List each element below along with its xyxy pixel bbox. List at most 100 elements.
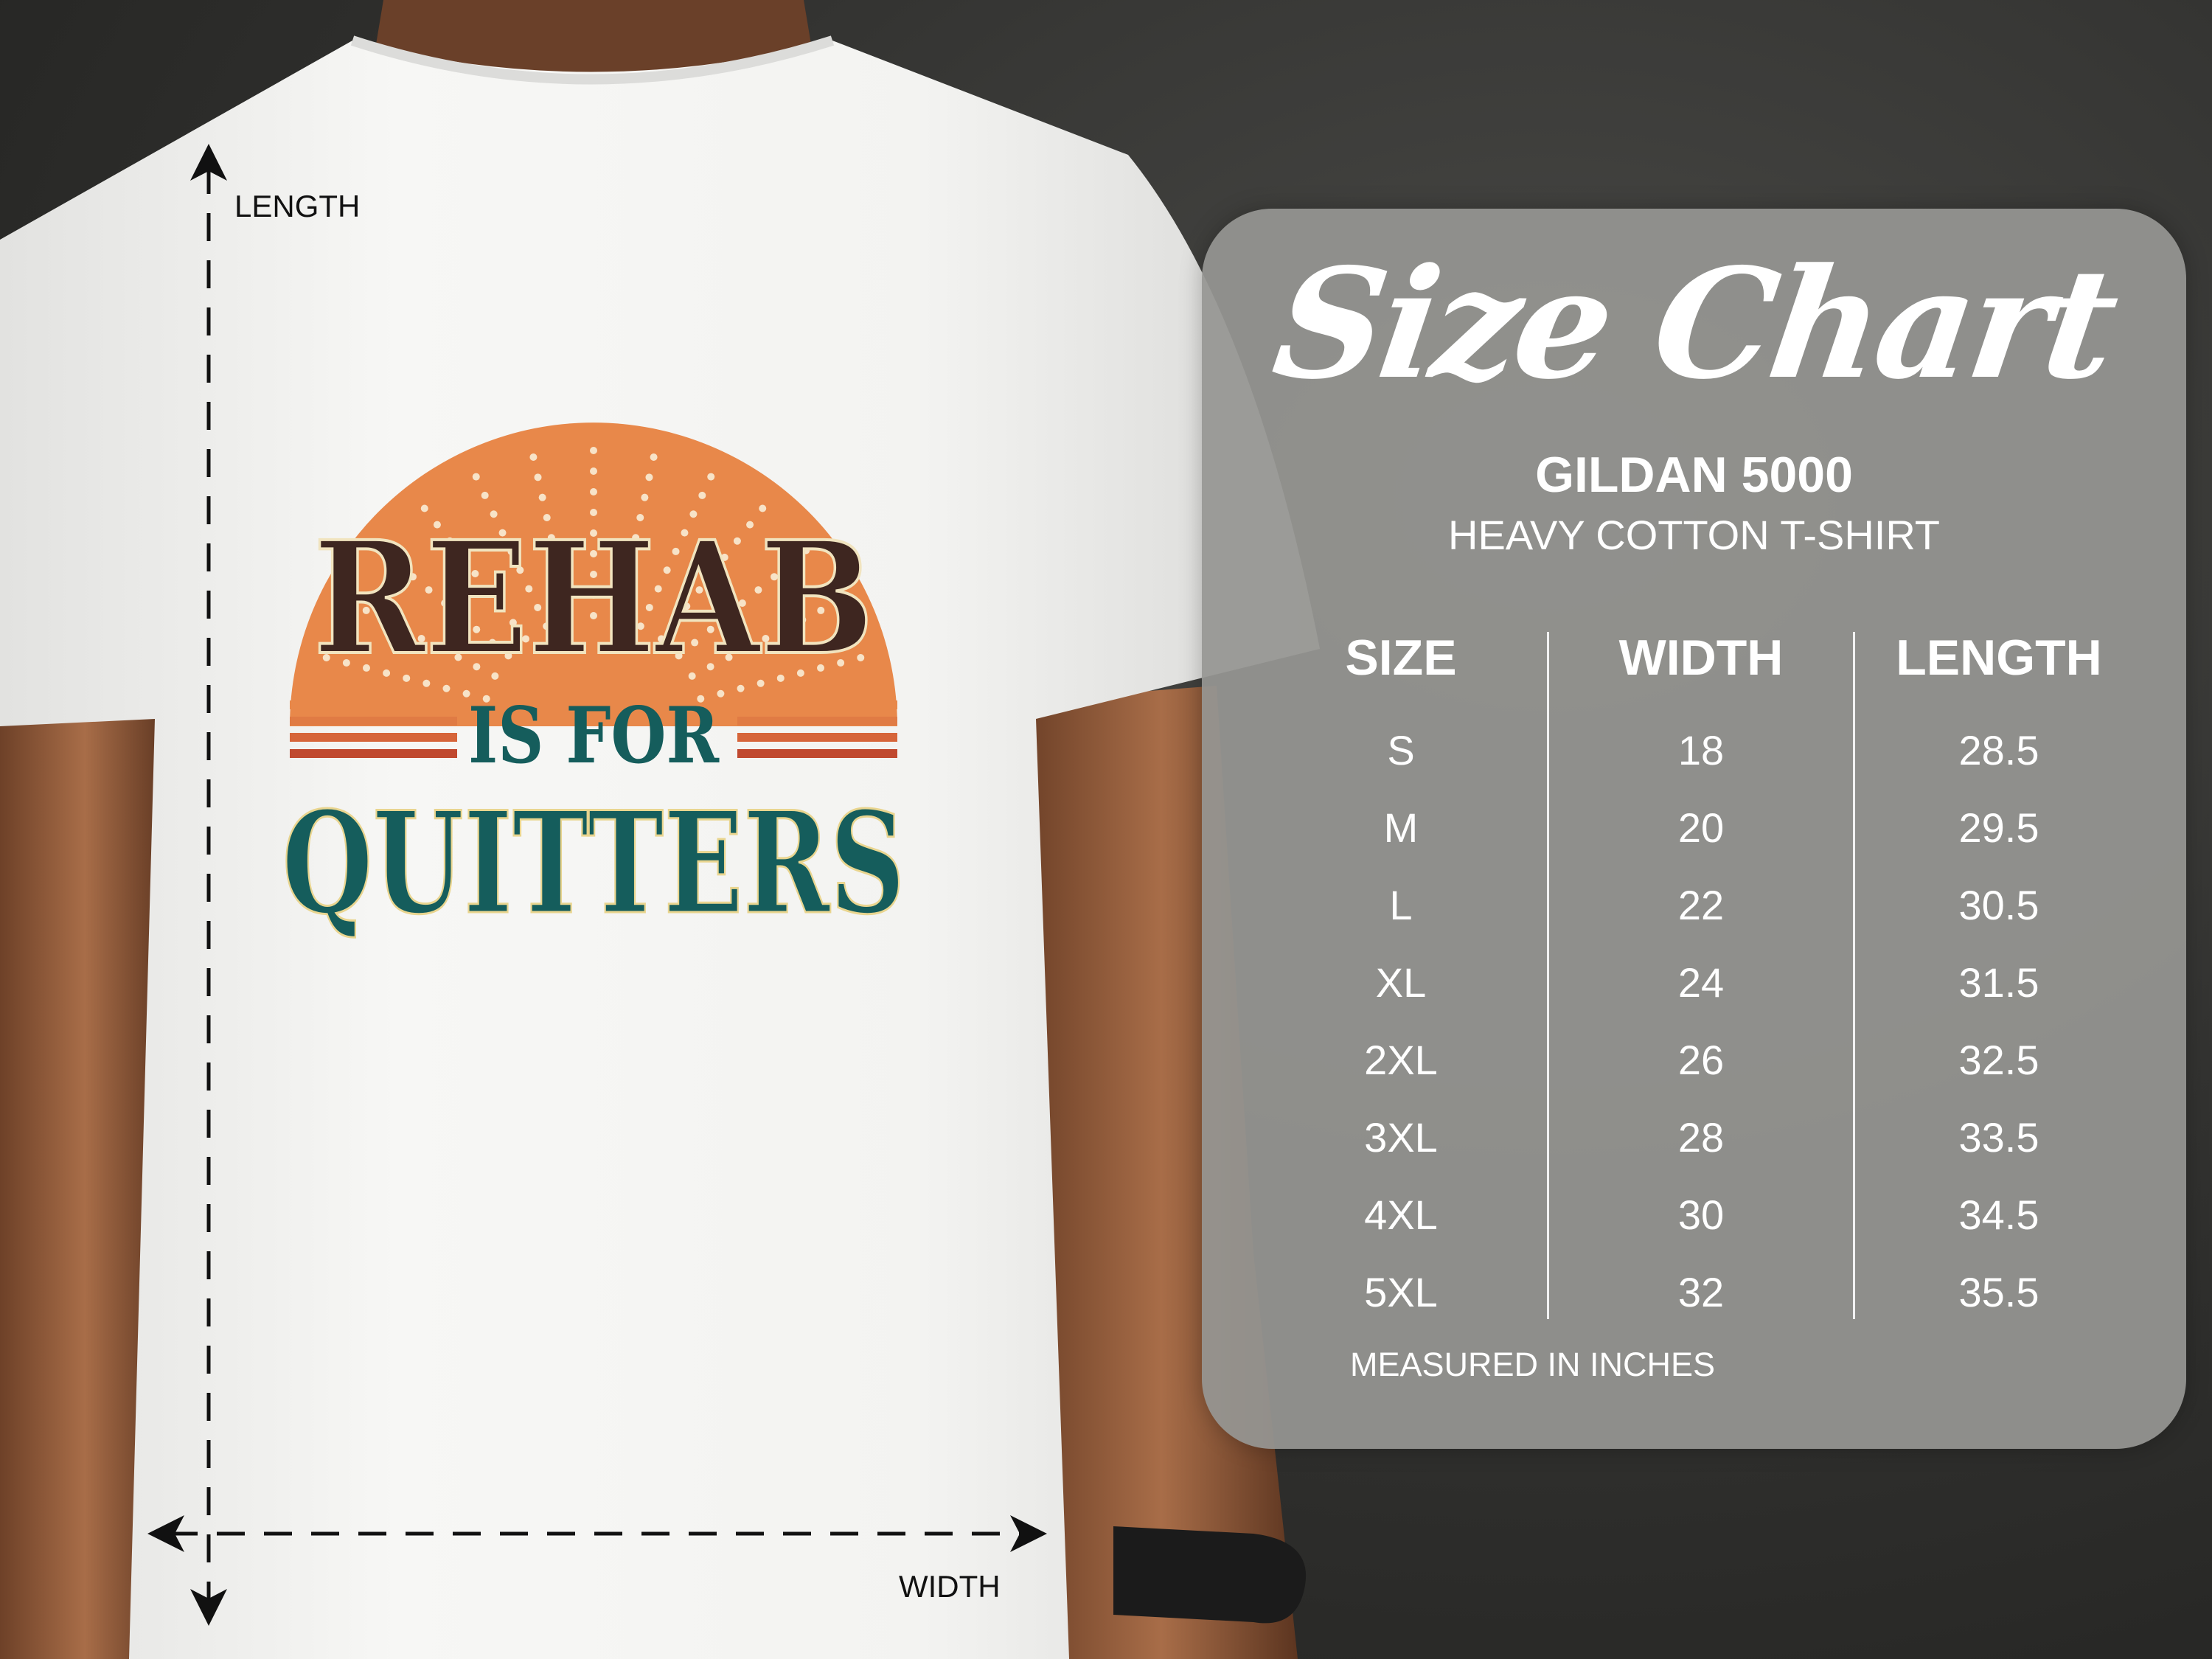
ray-dot	[498, 529, 507, 537]
ray-dot	[590, 488, 597, 495]
cell-length: 29.5	[1958, 804, 2039, 851]
ray-dot	[681, 529, 689, 537]
stripe	[737, 733, 897, 742]
ray-dot	[737, 684, 745, 692]
ray-dot	[454, 653, 462, 661]
ray-dot	[322, 653, 330, 661]
stripe	[737, 700, 897, 709]
cell-size: L	[1389, 882, 1413, 928]
cell-length: 32.5	[1958, 1037, 2039, 1083]
ray-dot	[482, 695, 490, 703]
ray-dot	[590, 571, 597, 578]
cell-width: 24	[1677, 959, 1725, 1006]
ray-dot	[516, 566, 524, 574]
size-chart-panel: Size Chart	[1202, 209, 2186, 1449]
width-label: WIDTH	[899, 1569, 1001, 1604]
ray-dot	[566, 614, 574, 622]
ray-dot	[698, 491, 706, 499]
ray-dot	[817, 664, 825, 672]
ray-dot	[645, 473, 653, 481]
ray-dot	[708, 569, 716, 577]
cell-width: 22	[1677, 882, 1725, 928]
ray-dot	[377, 546, 385, 554]
ray-dot	[422, 679, 431, 687]
ray-dot	[473, 663, 481, 671]
ray-dot	[547, 534, 555, 542]
ray-dot	[618, 594, 626, 602]
brand-name: GILDAN 5000	[1535, 447, 1853, 503]
header-length: LENGTH	[1896, 630, 2102, 686]
ray-dot	[817, 606, 825, 614]
ray-dot	[417, 635, 425, 643]
ray-dot	[590, 509, 597, 516]
ray-dot	[441, 599, 449, 607]
ray-dot	[663, 566, 671, 574]
ray-dot	[835, 597, 844, 605]
ray-dot	[590, 447, 597, 454]
ray-dot	[456, 612, 465, 620]
tshirt	[0, 41, 1320, 1659]
cell-width: 30	[1677, 1192, 1725, 1238]
cell-size: M	[1383, 804, 1419, 851]
ray-dot	[689, 510, 698, 518]
column-divider	[1547, 632, 1549, 1319]
ray-dot	[538, 493, 546, 501]
ray-dot	[471, 569, 479, 577]
ray-dot	[459, 553, 467, 561]
ray-dot	[472, 473, 480, 481]
ray-dot	[488, 639, 496, 647]
ray-dot	[590, 467, 597, 475]
ray-dot	[743, 644, 751, 652]
ray-dot	[697, 695, 705, 703]
ray-dot	[496, 602, 504, 611]
ray-dot	[552, 554, 560, 562]
size-chart-title: Size Chart	[1264, 236, 2124, 413]
ray-dot	[786, 560, 794, 568]
ray-dot	[380, 616, 389, 624]
ray-dot	[561, 594, 569, 602]
ray-dot	[641, 493, 649, 501]
ray-dot	[688, 672, 696, 680]
ray-dot	[759, 504, 767, 512]
ray-dot	[534, 603, 542, 611]
ray-dot	[717, 689, 725, 698]
ray-dot	[436, 644, 444, 652]
cell-size: 2XL	[1364, 1037, 1438, 1083]
measurement-note: MEASURED IN INCHES	[1350, 1346, 1716, 1383]
design-line-quitters: QUITTERS	[282, 781, 905, 945]
ray-dot	[590, 550, 597, 557]
ray-dot	[525, 585, 533, 593]
cell-size: 5XL	[1364, 1269, 1438, 1315]
cell-size: S	[1387, 727, 1415, 773]
stripe	[290, 700, 457, 709]
ray-dot	[657, 635, 665, 643]
ray-dot	[738, 599, 746, 607]
cell-size: XL	[1375, 959, 1427, 1006]
ray-dot	[509, 619, 517, 627]
watch	[1113, 1526, 1307, 1624]
cell-width: 28	[1677, 1114, 1725, 1161]
ray-dot	[442, 684, 451, 692]
ray-dot	[746, 521, 754, 529]
cell-size: 4XL	[1364, 1192, 1438, 1238]
ray-dot	[491, 672, 499, 680]
ray-dot	[622, 574, 630, 582]
ray-dot	[672, 547, 680, 555]
ray-dot	[670, 619, 678, 627]
ray-dot	[473, 625, 481, 633]
design-line-is-for: IS FOR	[468, 689, 720, 781]
cell-width: 18	[1677, 727, 1725, 773]
collar	[350, 35, 835, 85]
ray-dot	[762, 635, 770, 643]
ray-dot	[590, 529, 597, 537]
header-size: SIZE	[1345, 630, 1457, 686]
ray-dot	[507, 547, 515, 555]
ray-dot	[504, 652, 512, 660]
ray-dot	[342, 658, 350, 667]
cell-width: 20	[1677, 804, 1725, 851]
stripe	[737, 749, 897, 758]
ray-dot	[481, 491, 489, 499]
ray-dot	[780, 625, 788, 633]
ray-dot	[683, 602, 691, 611]
